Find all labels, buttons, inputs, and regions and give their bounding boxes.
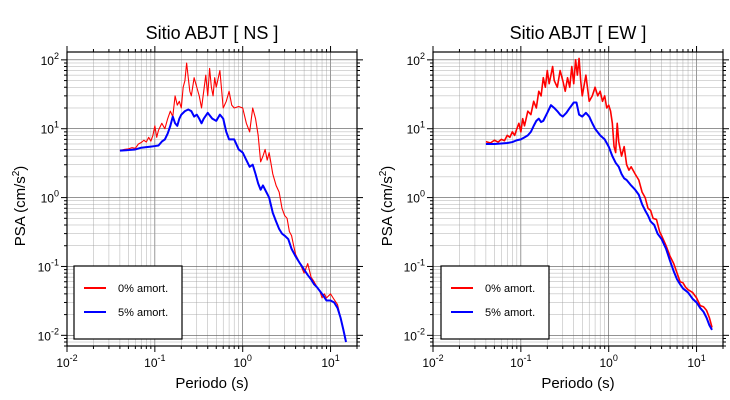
- y-tick-label: 10-2: [38, 326, 59, 343]
- x-tick-label: 10-1: [144, 353, 165, 370]
- legend-label: 0% amort.: [118, 283, 168, 295]
- chart-panel-2: 10-2 10-1 100 101 10-2 10-1 100 101 102 Sitio ABJ…: [378, 23, 729, 392]
- legend-box: [73, 265, 183, 340]
- chart-title: Sitio ABJT [ EW ]: [510, 23, 647, 43]
- legend-label: 5% amort.: [118, 307, 168, 319]
- plot-frame: [432, 51, 724, 347]
- legend-box: [440, 265, 550, 340]
- x-tick-label: 101: [321, 353, 339, 370]
- y-axis-label: PSA (cm/s2): [378, 166, 396, 247]
- y-tick-label: 100: [41, 189, 59, 206]
- x-tick-label: 10-2: [422, 353, 443, 370]
- x-axis-label: Periodo (s): [175, 375, 248, 392]
- y-tick-label: 10-1: [38, 257, 59, 274]
- plot-frame: [66, 51, 358, 347]
- legend-label: 0% amort.: [485, 283, 535, 295]
- legend: 0% amort. 5% amort.: [440, 265, 550, 340]
- chart-title: Sitio ABJT [ NS ]: [146, 23, 279, 43]
- y-tick-label: 10-1: [404, 257, 425, 274]
- chart-panel-1: 10-2 10-1 100 101 10-2 10-1 100 101 102 Sitio ABJ…: [11, 23, 363, 392]
- x-tick-label: 101: [687, 353, 705, 370]
- series-line-amort-0: [485, 57, 713, 328]
- series-line-amort-0: [119, 62, 347, 343]
- x-tick-label: 10-2: [56, 353, 77, 370]
- y-tick-label: 102: [407, 51, 425, 68]
- series-line-amort-5: [119, 108, 347, 343]
- x-tick-label: 100: [234, 353, 252, 370]
- y-tick-label: 101: [41, 120, 59, 137]
- legend-label: 5% amort.: [485, 307, 535, 319]
- y-tick-label: 101: [407, 120, 425, 137]
- frame-ticks: [61, 46, 363, 352]
- legend: 0% amort. 5% amort.: [73, 265, 183, 340]
- x-tick-label: 10-1: [510, 353, 531, 370]
- x-axis-label: Periodo (s): [541, 375, 614, 392]
- x-tick-label: 100: [600, 353, 618, 370]
- y-tick-label: 10-2: [404, 326, 425, 343]
- y-tick-label: 102: [41, 51, 59, 68]
- y-tick-label: 100: [407, 189, 425, 206]
- series-line-amort-5: [485, 101, 713, 331]
- y-axis-label: PSA (cm/s2): [11, 166, 29, 247]
- frame-ticks: [427, 46, 729, 352]
